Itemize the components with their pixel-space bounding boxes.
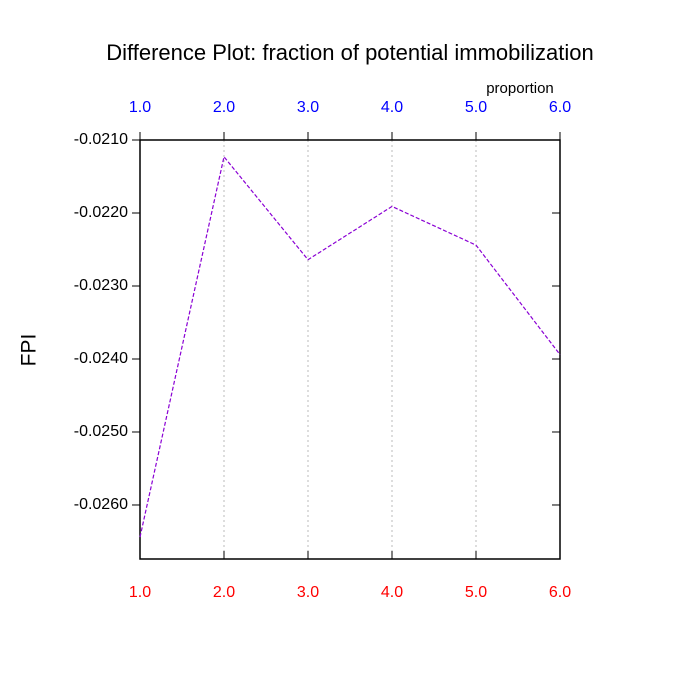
- x-tick-label: 4.0: [381, 584, 403, 601]
- x-top-tick-label: 2.0: [213, 99, 235, 116]
- x-top-tick-label: 3.0: [297, 99, 319, 116]
- y-tick-label: -0.0260: [74, 496, 128, 513]
- y-tick-label: -0.0230: [74, 277, 128, 294]
- x-tick-label: 6.0: [549, 584, 571, 601]
- y-tick-label: -0.0220: [74, 204, 128, 221]
- x-top-tick-label: 1.0: [129, 99, 151, 116]
- y-tick-label: -0.0250: [74, 423, 128, 440]
- x-top-tick-label: 5.0: [465, 99, 487, 116]
- y-tick-label: -0.0210: [74, 131, 128, 148]
- x-top-tick-label: 4.0: [381, 99, 403, 116]
- y-tick-label: -0.0240: [74, 350, 128, 367]
- data-line: [139, 155, 561, 538]
- chart-title: Difference Plot: fraction of potential i…: [106, 40, 594, 65]
- x-tick-label: 3.0: [297, 584, 319, 601]
- x-top-axis-label: proportion: [486, 80, 554, 97]
- x-tick-label: 1.0: [129, 584, 151, 601]
- x-tick-label: 5.0: [465, 584, 487, 601]
- plot-frame: [139, 139, 561, 560]
- x-tick-label: 2.0: [213, 584, 235, 601]
- x-top-tick-label: 6.0: [549, 99, 571, 116]
- y-axis-label: FPI: [18, 334, 41, 367]
